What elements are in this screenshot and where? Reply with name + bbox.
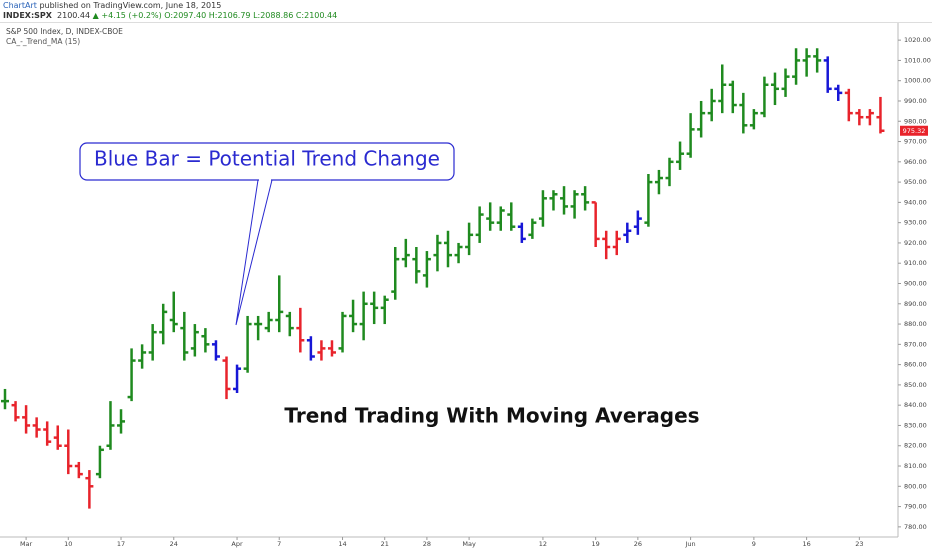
header: ChartArt published on TradingView.com, J… [0,0,932,23]
last-price-label: 975.32 [903,127,926,135]
callout-text: Blue Bar = Potential Trend Change [94,147,440,171]
y-tick-label: 860.00 [904,361,927,369]
y-tick-label: 850.00 [904,381,927,389]
y-tick-label: 800.00 [904,482,927,490]
x-tick-label: 7 [277,540,281,548]
publish-line: ChartArt published on TradingView.com, J… [3,1,221,10]
y-tick-label: 950.00 [904,178,927,186]
y-tick-label: 790.00 [904,503,927,511]
x-tick-label: 17 [117,540,125,548]
change: ▲ +4.15 (+0.2%) [92,11,162,20]
x-tick-label: 9 [752,540,756,548]
y-tick-label: 890.00 [904,300,927,308]
author: ChartArt [3,1,37,10]
y-tick-label: 980.00 [904,117,927,125]
x-tick-label: 28 [423,540,431,548]
published: published on TradingView.com, June 18, 2… [39,1,222,10]
last-price-box [900,125,928,136]
x-tick-label: 26 [634,540,642,548]
x-tick-label: 19 [592,540,600,548]
y-tick-label: 960.00 [904,158,927,166]
y-tick-label: 1000.00 [904,77,931,85]
chart-subtitle: S&P 500 Index, D, INDEX-CBOE [6,27,123,36]
ohlc-summary: O:2097.40 H:2106.79 L:2088.86 C:2100.44 [164,11,338,20]
x-tick-label: 16 [802,540,810,548]
y-tick-label: 930.00 [904,219,927,227]
x-tick-label: Jun [685,540,696,548]
y-tick-label: 840.00 [904,401,927,409]
y-tick-label: 900.00 [904,280,927,288]
x-tick-label: May [462,540,476,548]
symbol: INDEX:SPX [3,11,52,20]
y-tick-label: 1010.00 [904,56,931,64]
indicator: CA_-_Trend_MA (15) [6,37,80,46]
y-tick-label: 880.00 [904,320,927,328]
y-tick-label: 1020.00 [904,36,931,44]
y-tick-label: 940.00 [904,198,927,206]
y-tick-label: 870.00 [904,340,927,348]
x-tick-label: 10 [64,540,72,548]
quote-line: INDEX:SPX 2100.44 ▲ +4.15 (+0.2%) O:2097… [3,11,337,20]
x-tick-label: Mar [20,540,33,548]
callout-pointer [235,179,273,326]
x-tick-label: 23 [855,540,863,548]
x-tick-label: 12 [539,540,547,548]
y-tick-label: 780.00 [904,523,927,531]
annotation: Trend Trading With Moving Averages [284,404,699,428]
y-tick-label: 830.00 [904,421,927,429]
x-tick-label: 24 [170,540,178,548]
y-tick-label: 920.00 [904,239,927,247]
last: 2100.44 [57,11,91,20]
y-tick-label: 810.00 [904,462,927,470]
y-tick-label: 990.00 [904,97,927,105]
x-tick-label: Apr [231,540,243,548]
y-tick-label: 970.00 [904,138,927,146]
x-tick-label: 14 [338,540,346,548]
y-tick-label: 910.00 [904,259,927,267]
x-tick-label: 21 [381,540,389,548]
y-tick-label: 820.00 [904,442,927,450]
